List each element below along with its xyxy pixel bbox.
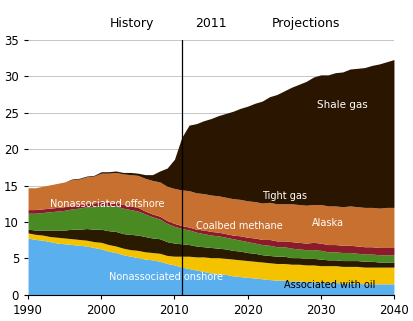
Text: 2011: 2011 (195, 17, 227, 30)
Text: Coalbed methane: Coalbed methane (196, 221, 283, 230)
Text: Shale gas: Shale gas (317, 100, 368, 110)
Text: Projections: Projections (272, 17, 340, 30)
Text: Nonassociated offshore: Nonassociated offshore (50, 199, 164, 209)
Text: Alaska: Alaska (312, 218, 344, 229)
Text: Nonassociated onshore: Nonassociated onshore (109, 272, 223, 282)
Text: History: History (110, 17, 154, 30)
Text: Tight gas: Tight gas (262, 192, 307, 202)
Text: Associated with oil: Associated with oil (284, 280, 375, 290)
